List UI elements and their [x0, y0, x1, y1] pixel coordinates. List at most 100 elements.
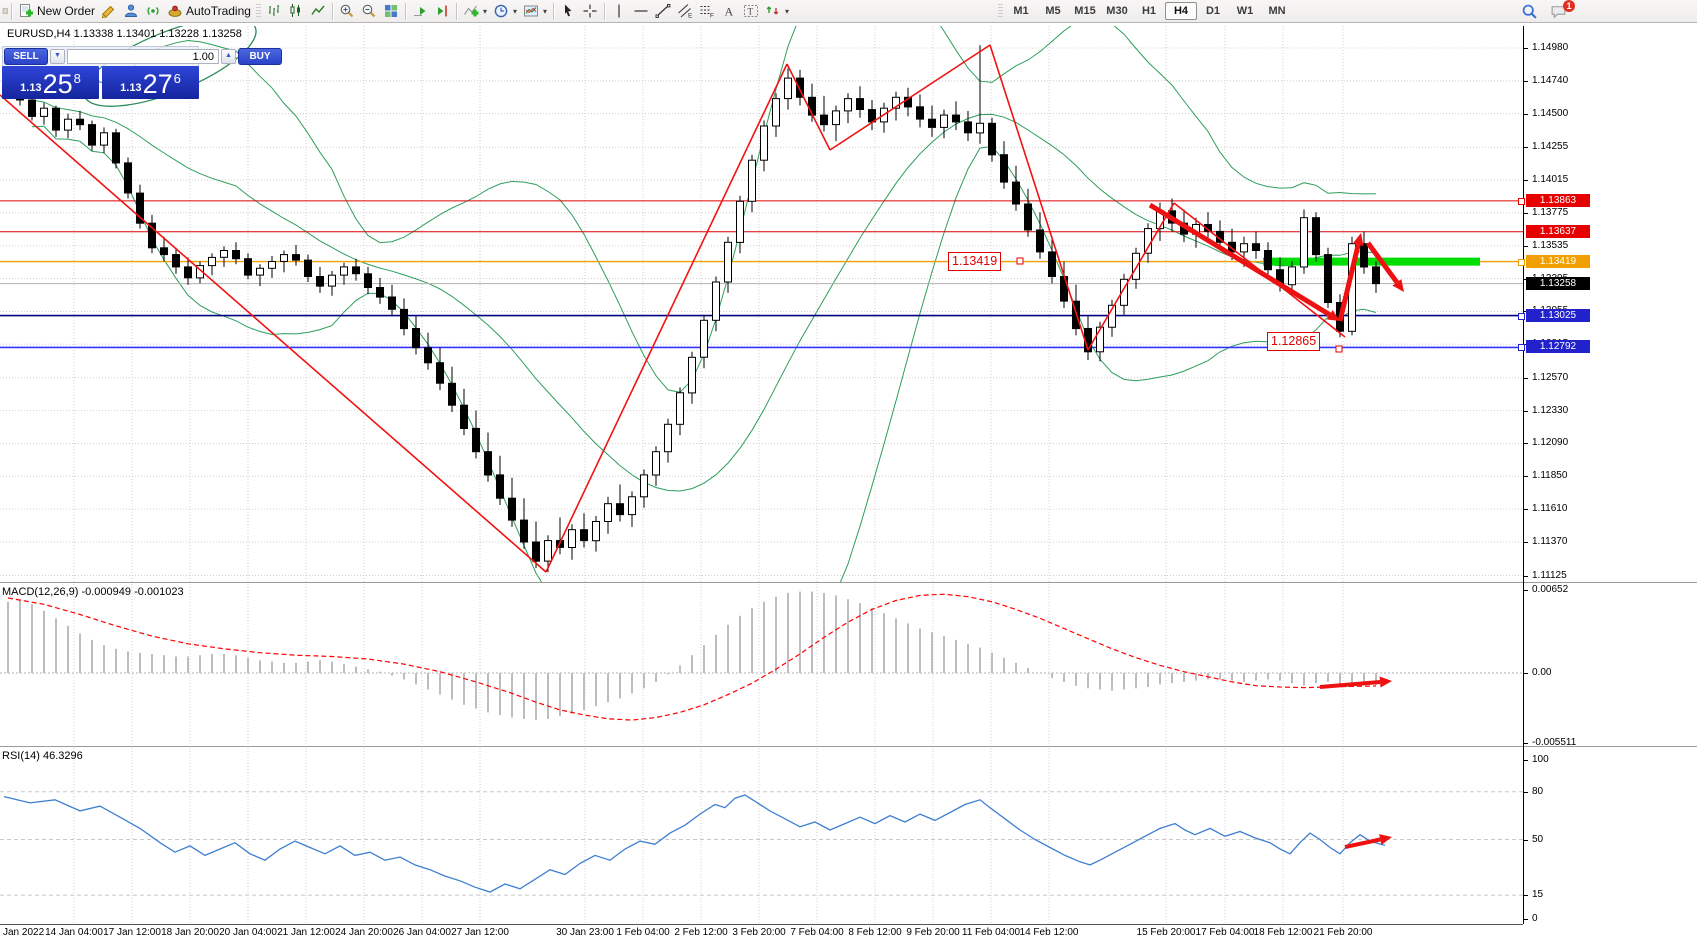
macd-pane[interactable]: [0, 584, 1697, 746]
indicators-caret[interactable]: ▾: [482, 6, 487, 16]
crosshair-button[interactable]: [579, 1, 601, 21]
axis-tick: [1524, 48, 1528, 49]
indicators-button[interactable]: ▾: [460, 1, 490, 21]
zoom-in-button[interactable]: [336, 1, 358, 21]
line-handle[interactable]: [1518, 313, 1525, 320]
notifications-button[interactable]: 1: [1547, 0, 1575, 21]
axis-tick: [1524, 792, 1528, 793]
volume-increase-button[interactable]: ▲: [221, 49, 236, 64]
macd-tick-label: 0.00652: [1532, 584, 1569, 595]
bar-chart-button[interactable]: [263, 1, 285, 21]
arrows-caret[interactable]: ▾: [785, 6, 790, 16]
buy-button[interactable]: BUY: [238, 48, 282, 65]
buy-price-panel[interactable]: 1.13 27 6: [102, 66, 199, 99]
timeframe-m15[interactable]: M15: [1074, 5, 1096, 17]
axis-tick: [1524, 213, 1528, 214]
rsi-pane[interactable]: [0, 748, 1697, 924]
timeframe-m30[interactable]: M30: [1106, 5, 1128, 17]
timeframe-d1[interactable]: D1: [1205, 5, 1221, 17]
tester-button[interactable]: [120, 1, 142, 21]
cursor-button[interactable]: [557, 1, 579, 21]
volume-input[interactable]: [67, 49, 219, 64]
price-tag[interactable]: 1.13419: [948, 252, 1002, 271]
price-tag[interactable]: 1.12865: [1267, 332, 1321, 351]
timeframe-m1[interactable]: M1: [1013, 5, 1029, 17]
candlestick-chart-button[interactable]: [285, 1, 307, 21]
crayon-button[interactable]: [98, 1, 120, 21]
separator: [404, 2, 406, 20]
price-axis[interactable]: 1.14980 1.14740 1.14500 1.14255 1.14015 1.137…: [1518, 26, 1697, 924]
axis-tick: [1524, 476, 1528, 477]
sell-price-big: 25: [42, 69, 73, 99]
price-tick-label: 1.14740: [1532, 75, 1569, 86]
toolbar-grip[interactable]: [255, 3, 261, 19]
toolbar-grip[interactable]: [998, 3, 1003, 19]
price-tick-label: 1.12570: [1532, 372, 1569, 383]
price-tick-label: 1.14500: [1532, 108, 1569, 119]
sell-button[interactable]: SELL: [4, 48, 48, 65]
periods-button[interactable]: ▾: [490, 1, 520, 21]
pane-separator[interactable]: [0, 746, 1697, 747]
signals-button[interactable]: [142, 1, 164, 21]
price-tick-label: 1.11850: [1532, 470, 1568, 481]
autoscroll-icon: [413, 7, 426, 16]
svg-text:T: T: [748, 7, 754, 17]
autoscroll-button[interactable]: [409, 1, 431, 21]
vertical-line-button[interactable]: [608, 1, 630, 21]
search-button[interactable]: [1518, 1, 1541, 21]
price-tick-label: 1.11125: [1532, 570, 1567, 581]
time-tick-label: 7 Feb 04:00: [790, 927, 844, 938]
timeframe-h1[interactable]: H1: [1141, 5, 1157, 17]
clock-icon: [494, 4, 508, 18]
trendline-icon: [655, 4, 671, 18]
tile-windows-button[interactable]: [380, 1, 402, 21]
zoom-in-icon: [340, 4, 354, 18]
time-tick-label: 17 Feb 04:00: [1195, 927, 1255, 938]
timeframe-w1[interactable]: W1: [1236, 5, 1254, 17]
time-axis[interactable]: Jan 2022 14 Jan 04:00 17 Jan 12:00 18 Jan 2…: [0, 926, 1697, 942]
periods-caret[interactable]: ▾: [512, 6, 517, 16]
arrows-objects-button[interactable]: ▾: [762, 1, 792, 21]
timeframe-m5[interactable]: M5: [1045, 5, 1061, 17]
axis-tick: [1524, 246, 1528, 247]
zoom-out-icon: [362, 4, 376, 18]
equidistant-channel-button[interactable]: E: [674, 1, 696, 21]
time-tick-label: 27 Jan 12:00: [451, 927, 509, 938]
time-tick-label: 11 Feb 04:00: [961, 927, 1021, 938]
text-label-icon: T: [744, 5, 758, 17]
macd-tick-label: 0.00: [1532, 667, 1552, 678]
line-chart-button[interactable]: [307, 1, 329, 21]
text-label-button[interactable]: T: [740, 1, 762, 21]
chart-shift-button[interactable]: [431, 1, 453, 21]
axis-tick: [1524, 411, 1528, 412]
horizontal-line-button[interactable]: [630, 1, 652, 21]
line-handle[interactable]: [1518, 259, 1525, 266]
autotrading-button[interactable]: AutoTrading: [164, 1, 254, 21]
price-tick-label: 1.12330: [1532, 405, 1569, 416]
time-tick-label: 21 Feb 20:00: [1313, 927, 1373, 938]
timeframe-mn[interactable]: MN: [1268, 5, 1286, 17]
rsi-tick-label: 15: [1532, 889, 1544, 900]
timeframe-h4[interactable]: H4: [1165, 2, 1197, 20]
line-handle[interactable]: [1518, 344, 1525, 351]
indicators-icon: [464, 5, 479, 17]
text-button[interactable]: A: [718, 1, 740, 21]
price-tick-label: 1.14015: [1532, 174, 1569, 185]
volume-decrease-button[interactable]: ▼: [50, 49, 65, 64]
new-order-button[interactable]: New Order: [15, 1, 98, 21]
time-tick-label: 3 Feb 20:00: [732, 927, 786, 938]
one-click-trading-widget: SELL ▼ ▲ BUY 1.13 25 8 1.13 27 6: [2, 46, 282, 99]
fibonacci-button[interactable]: F: [696, 1, 718, 21]
trendline-button[interactable]: [652, 1, 674, 21]
templates-caret[interactable]: ▾: [542, 6, 547, 16]
pane-separator[interactable]: [0, 582, 1697, 583]
templates-button[interactable]: ▾: [520, 1, 550, 21]
main-price-pane[interactable]: [0, 26, 1697, 582]
sell-price-panel[interactable]: 1.13 25 8: [2, 66, 99, 99]
rsi-tick-label: 0: [1532, 913, 1538, 924]
toolbar-right: 1: [1518, 0, 1575, 22]
line-handle[interactable]: [1518, 198, 1525, 205]
time-tick-label: Jan 2022: [3, 927, 45, 938]
zoom-out-button[interactable]: [358, 1, 380, 21]
axis-tick: [1524, 895, 1528, 896]
